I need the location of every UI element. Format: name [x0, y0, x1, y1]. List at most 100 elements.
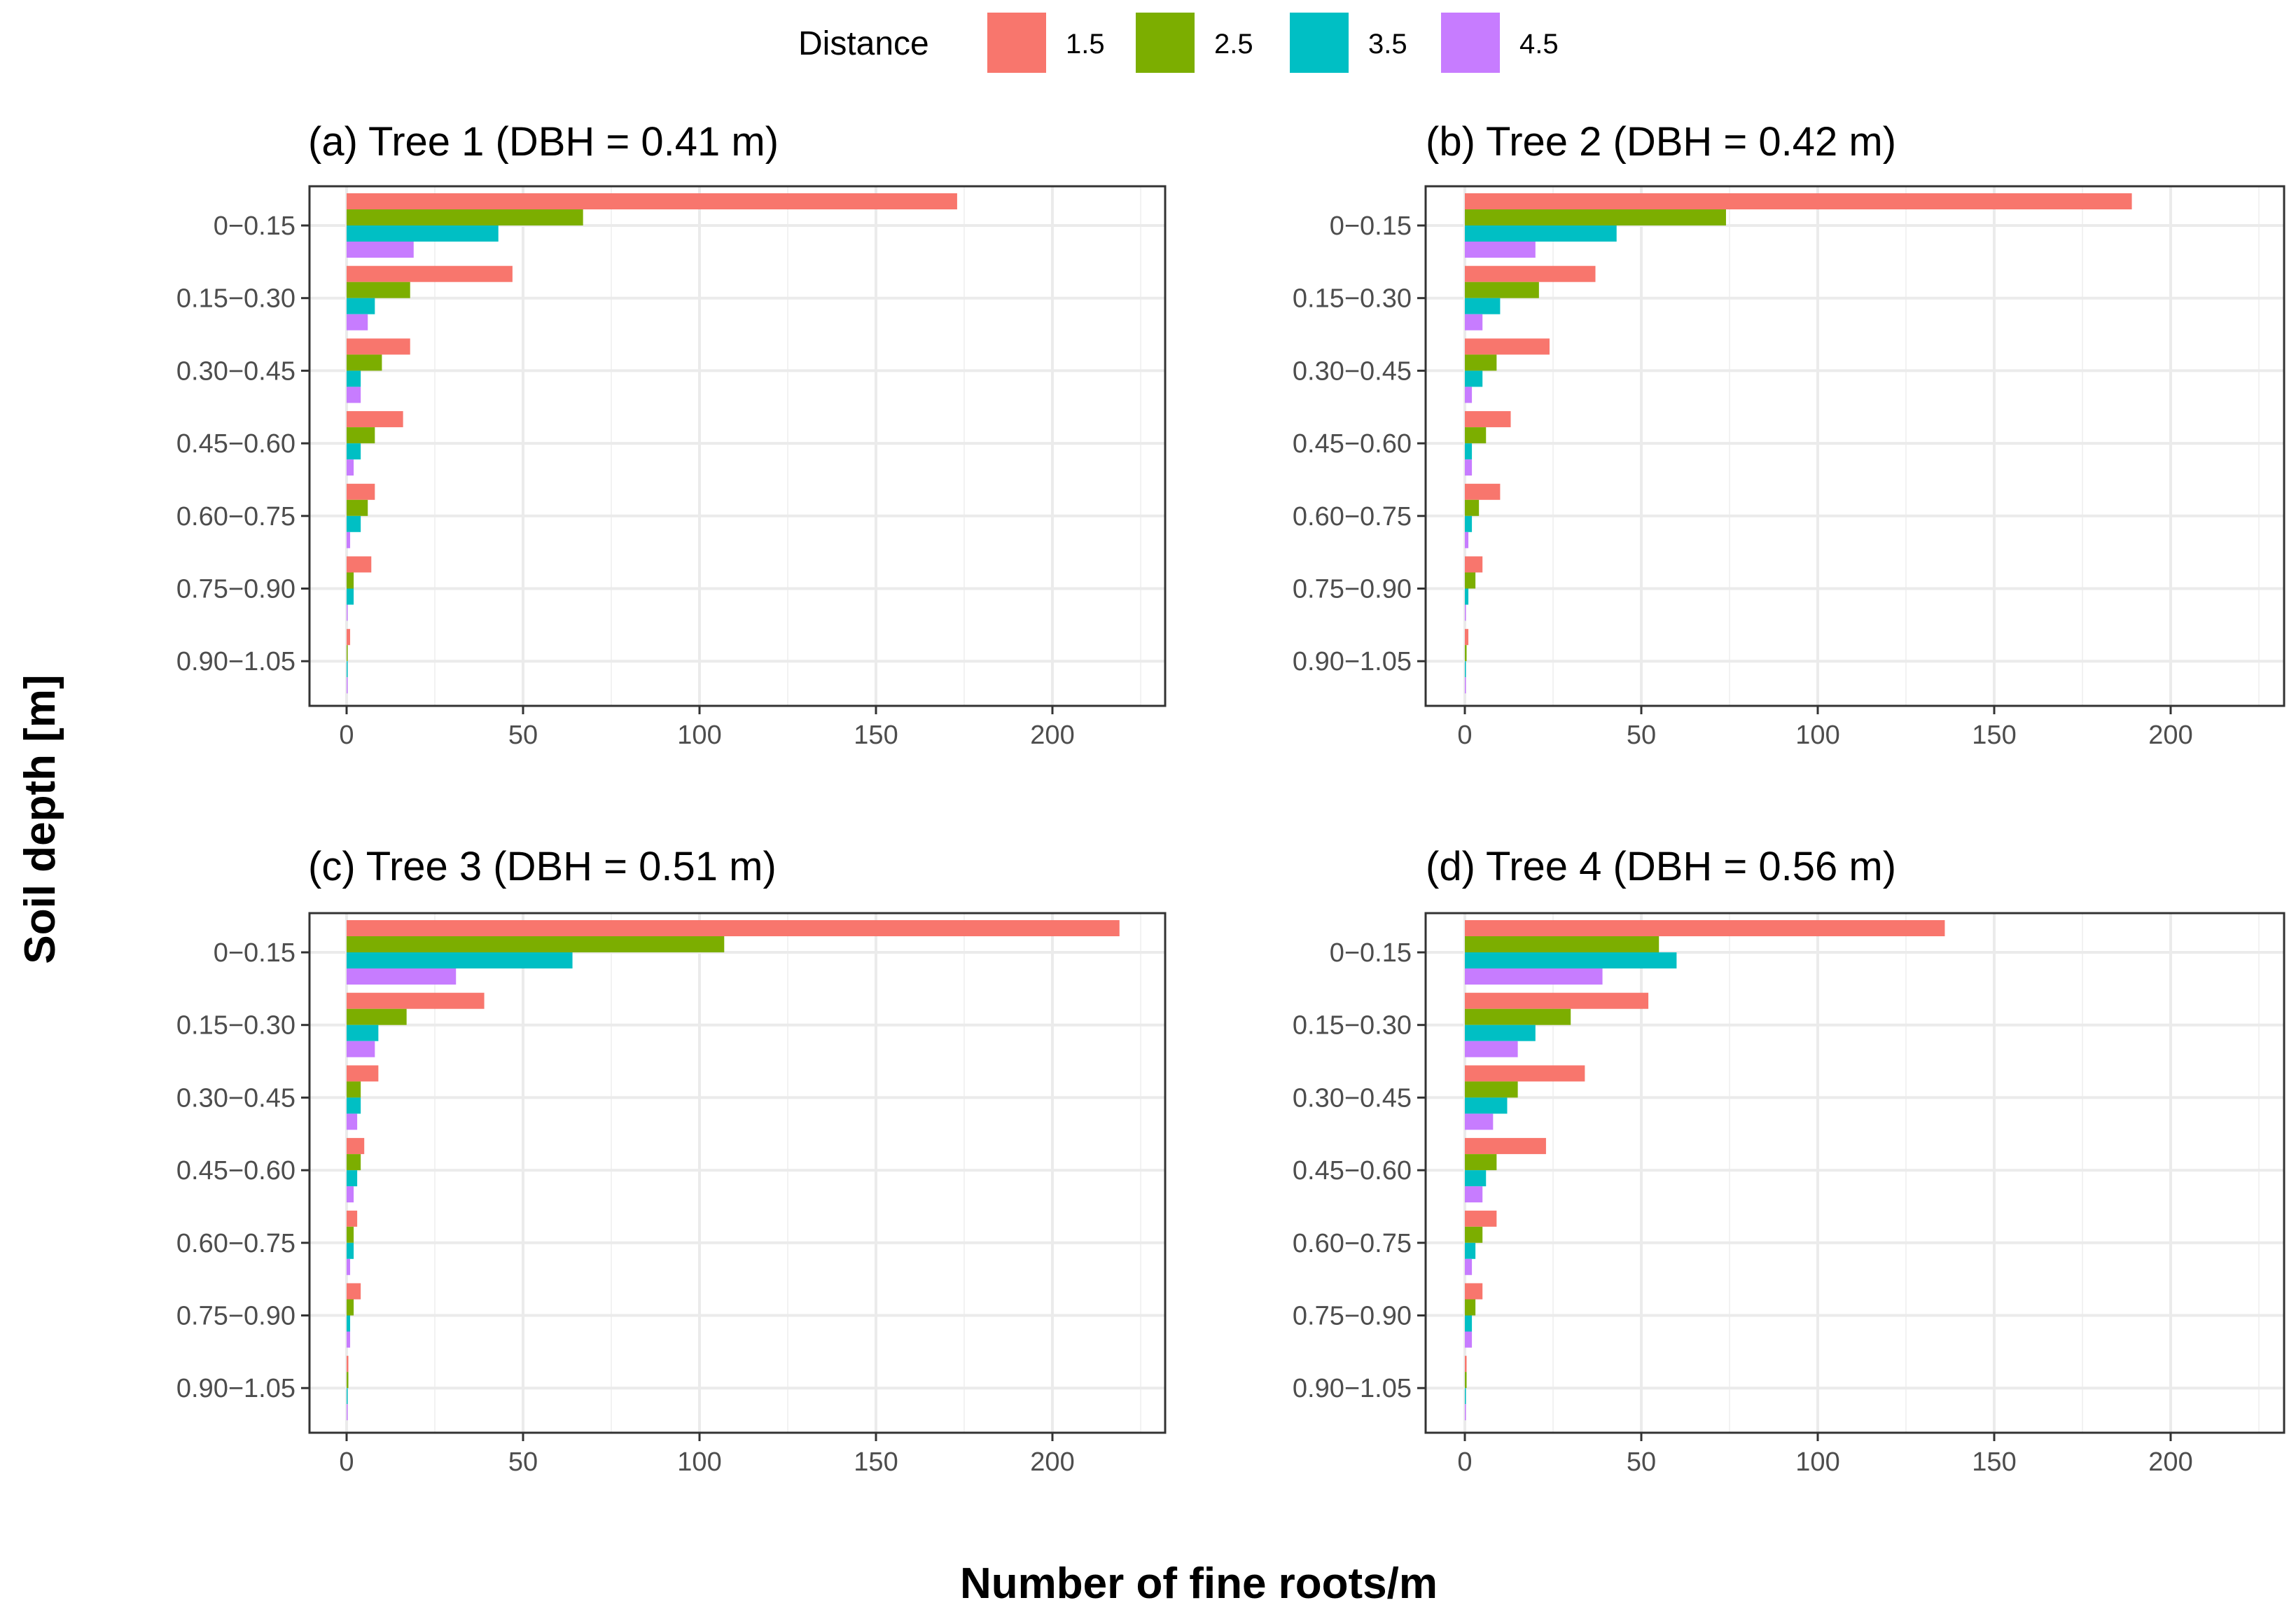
bar-d2-5-5 [347, 499, 368, 516]
bar-d1-5-7 [347, 629, 351, 646]
bar-d2-5-1 [347, 209, 583, 225]
bar-d3-5-6 [1465, 588, 1469, 605]
bar-d4-5-7 [347, 1404, 348, 1421]
bar-d3-5-1 [1465, 225, 1617, 242]
bar-d3-5-2 [347, 298, 375, 314]
bar-d4-5-6 [347, 604, 348, 621]
bar-d4-5-7 [347, 677, 348, 694]
bar-d2-5-2 [347, 1008, 407, 1025]
bar-d2-5-2 [1465, 282, 1539, 298]
bar-d3-5-5 [1465, 515, 1473, 532]
bar-d1-5-1 [1465, 193, 2132, 209]
y-tick-label: 0.90−1.05 [1293, 1374, 1412, 1403]
panel-background [309, 913, 1165, 1433]
bar-d2-5-5 [1465, 1226, 1483, 1243]
y-tick-label: 0.90−1.05 [176, 647, 295, 676]
bar-d1-5-5 [1465, 1210, 1497, 1227]
bar-d2-5-3 [1465, 354, 1497, 371]
bar-d4-5-4 [1465, 459, 1473, 476]
bar-d2-5-1 [347, 936, 725, 952]
bar-d1-5-7 [1465, 629, 1469, 646]
bar-d3-5-4 [1465, 1170, 1487, 1187]
y-tick-label: 0−0.15 [214, 211, 295, 241]
bar-d1-5-3 [1465, 338, 1550, 355]
bar-d2-5-6 [1465, 1299, 1476, 1316]
x-tick-label: 0 [1457, 1447, 1472, 1477]
bar-d2-5-1 [1465, 209, 1726, 225]
bar-d4-5-4 [347, 1186, 354, 1203]
bar-d4-5-3 [1465, 1113, 1494, 1130]
bar-d1-5-2 [347, 992, 485, 1009]
bar-d1-5-4 [1465, 411, 1511, 428]
bar-d4-5-1 [1465, 968, 1603, 985]
y-tick-label: 0.45−0.60 [176, 1156, 295, 1186]
y-tick-label: 0.15−0.30 [176, 284, 295, 314]
bar-d2-5-6 [347, 572, 354, 589]
bar-d3-5-1 [347, 225, 499, 242]
bar-d2-5-5 [347, 1226, 354, 1243]
bar-d3-5-3 [1465, 370, 1483, 387]
y-tick-label: 0.30−0.45 [176, 1083, 295, 1113]
panel-background [1426, 913, 2284, 1433]
x-tick-label: 100 [1795, 1447, 1839, 1477]
bar-d3-5-7 [1465, 1388, 1466, 1405]
panel-2: (b) Tree 2 (DBH = 0.42 m) 0−0.15 0.15−0.30… [1293, 119, 2285, 750]
bar-d2-5-7 [1465, 645, 1467, 662]
bar-d4-5-1 [347, 242, 414, 258]
panel-background [309, 186, 1165, 706]
y-axis-title: Soil depth [m] [16, 674, 64, 964]
bar-d1-5-3 [1465, 1065, 1585, 1082]
x-tick-label: 0 [339, 721, 354, 750]
x-tick-label: 50 [1627, 721, 1656, 750]
y-tick-label: 0.60−0.75 [176, 502, 295, 531]
y-tick-label: 0.15−0.30 [1293, 1011, 1412, 1041]
bar-d2-5-2 [347, 282, 410, 298]
y-tick-label: 0.45−0.60 [176, 429, 295, 459]
x-tick-label: 0 [339, 1447, 354, 1477]
bar-d2-5-3 [347, 354, 382, 371]
bar-d2-5-4 [347, 427, 375, 444]
y-tick-label: 0.75−0.90 [1293, 575, 1412, 604]
bar-d2-5-7 [347, 1372, 349, 1389]
panels: (a) Tree 1 (DBH = 0.41 m) 0−0.15 0.15−0.30… [176, 119, 2285, 1477]
bar-d1-5-3 [347, 1065, 379, 1082]
bar-d2-5-1 [1465, 936, 1660, 952]
y-tick-label: 0−0.15 [214, 938, 295, 968]
bar-d4-5-4 [347, 459, 354, 476]
panel-title: (a) Tree 1 (DBH = 0.41 m) [308, 119, 779, 165]
legend-key-2-5 [1136, 13, 1195, 73]
y-tick-label: 0.75−0.90 [176, 575, 295, 604]
x-tick-label: 50 [1627, 1447, 1656, 1477]
legend-label: 2.5 [1214, 29, 1253, 60]
bar-d4-5-2 [1465, 1041, 1518, 1057]
y-tick-label: 0−0.15 [1330, 938, 1412, 968]
bar-d3-5-3 [347, 1097, 361, 1114]
bar-d4-5-3 [347, 387, 361, 403]
bar-d1-5-4 [347, 1138, 365, 1155]
legend-label: 1.5 [1066, 29, 1105, 60]
bar-d4-5-5 [1465, 531, 1469, 548]
bar-d1-5-2 [1465, 992, 1649, 1009]
bar-d4-5-2 [347, 1041, 375, 1057]
bar-d3-5-2 [1465, 1024, 1536, 1041]
y-tick-label: 0.75−0.90 [1293, 1302, 1412, 1331]
x-tick-label: 0 [1457, 721, 1472, 750]
bar-d1-5-5 [347, 483, 375, 500]
bar-d4-5-2 [1465, 314, 1483, 331]
bar-d2-5-3 [347, 1081, 361, 1098]
bar-d4-5-3 [347, 1113, 358, 1130]
bar-d4-5-4 [1465, 1186, 1483, 1203]
x-axis-title: Number of fine roots/m [960, 1559, 1438, 1608]
bar-d4-5-6 [1465, 1331, 1473, 1348]
bar-d4-5-1 [1465, 242, 1536, 258]
x-tick-label: 100 [677, 721, 721, 750]
legend-label: 4.5 [1519, 29, 1559, 60]
bar-d4-5-2 [347, 314, 368, 331]
bar-d4-5-7 [1465, 677, 1466, 694]
y-tick-label: 0.60−0.75 [1293, 1229, 1412, 1258]
bar-d1-5-6 [1465, 556, 1483, 573]
y-tick-label: 0.30−0.45 [1293, 1083, 1412, 1113]
y-tick-label: 0.75−0.90 [176, 1302, 295, 1331]
panel-background [1426, 186, 2284, 706]
